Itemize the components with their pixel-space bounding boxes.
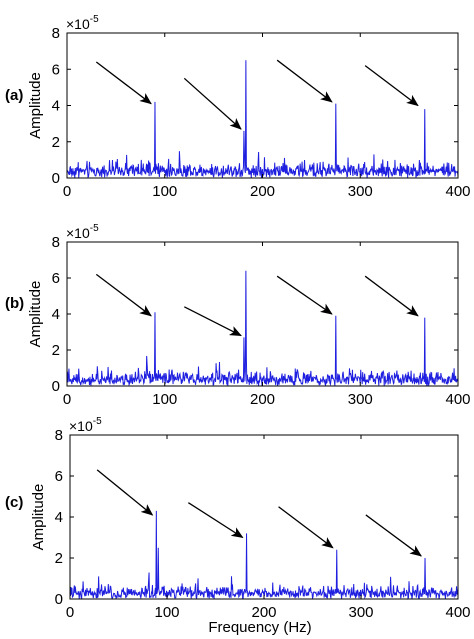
annotation-arrow: [276, 59, 333, 103]
y-tick-label: 6: [55, 468, 63, 485]
plot-frame: [69, 434, 459, 600]
y-tick-label: 0: [52, 378, 60, 395]
y-exponent-label: ×10-5: [69, 416, 102, 434]
series-line-3: [69, 510, 459, 601]
panel-label: (c): [5, 494, 23, 511]
y-tick-label: 6: [52, 270, 60, 287]
x-tick-label: 300: [348, 183, 373, 200]
y-tick-label: 8: [55, 427, 63, 444]
x-tick-label: 200: [251, 604, 276, 621]
plot-frame: [66, 32, 459, 179]
y-tick-label: 2: [52, 342, 60, 359]
panel-label: (b): [5, 295, 24, 312]
x-tick-label: 0: [63, 183, 71, 200]
x-tick-label: 300: [348, 391, 373, 408]
y-tick-label: 2: [52, 134, 60, 151]
x-tick-label: 300: [348, 604, 373, 621]
x-tick-label: 400: [445, 183, 470, 200]
y-tick-label: 2: [55, 550, 63, 567]
panel-2: 0 100 200 300 400 0 2 4 6 8 ×10-5 Amplitude(b): [5, 223, 471, 408]
series-line-2: [66, 270, 459, 387]
x-tick-label: 100: [154, 604, 179, 621]
y-tick-label: 8: [52, 234, 60, 251]
panel-label: (a): [5, 87, 23, 104]
annotation-arrow: [276, 275, 333, 315]
y-tick-label: 0: [52, 170, 60, 187]
series-line-1: [66, 60, 459, 179]
panel-1: 0 100 200 300 400 0 2 4 6 8 ×10-5 Amplitude(a): [5, 14, 471, 200]
y-exponent-label: ×10-5: [66, 223, 99, 241]
y-tick-label: 8: [52, 25, 60, 42]
y-tick-label: 4: [55, 509, 63, 526]
y-axis-title: Amplitude: [27, 281, 44, 348]
annotation-arrow: [183, 77, 242, 130]
y-exponent-label: ×10-5: [66, 14, 99, 32]
x-tick-label: 0: [63, 391, 71, 408]
y-tick-label: 0: [55, 591, 63, 608]
x-tick-label: 100: [152, 183, 177, 200]
annotation-arrow: [364, 275, 419, 317]
annotation-arrow: [187, 502, 244, 539]
x-tick-label: 400: [445, 391, 470, 408]
x-axis-title: Frequency (Hz): [208, 619, 311, 636]
y-axis-title: Amplitude: [27, 72, 44, 139]
y-tick-label: 6: [52, 61, 60, 78]
annotation-arrow: [95, 61, 152, 105]
x-tick-label: 0: [66, 604, 74, 621]
x-tick-label: 100: [152, 391, 177, 408]
annotation-arrow: [184, 306, 242, 337]
y-tick-label: 4: [52, 98, 60, 115]
x-tick-label: 400: [445, 604, 470, 621]
panel-3: 0 100 200 300 400 0 2 4 6 8 ×10-5 Amplitude (c): [5, 416, 471, 621]
annotation-arrow: [365, 514, 422, 557]
x-tick-label: 200: [250, 391, 275, 408]
annotation-arrow: [278, 506, 334, 549]
y-tick-label: 4: [52, 306, 60, 323]
annotation-arrow: [96, 469, 154, 516]
annotation-arrow: [364, 65, 419, 107]
annotation-arrow: [95, 273, 152, 317]
plot-frame: [66, 241, 459, 387]
x-tick-label: 200: [250, 183, 275, 200]
y-axis-title: Amplitude: [30, 484, 47, 551]
